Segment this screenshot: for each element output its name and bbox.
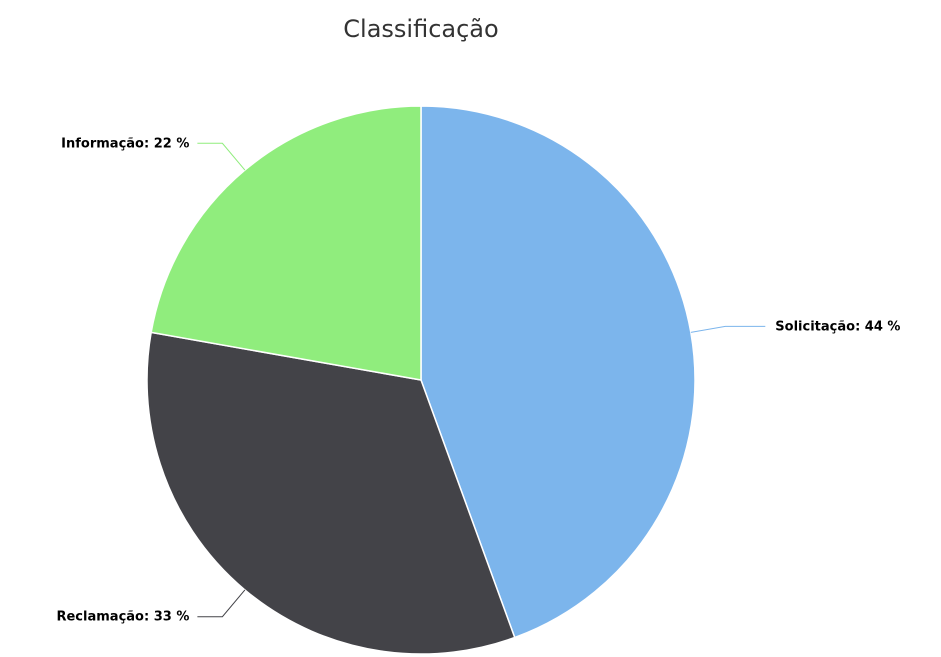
connector [197,589,246,618]
value-label: 44 % [865,319,901,334]
category-label: Informação [61,136,144,151]
separator: : [855,319,865,334]
chart-title: Classificação [343,15,498,43]
connector [690,325,766,333]
data-label: Informação: 22 % [61,136,189,151]
separator: : [144,609,154,624]
data-label: Reclamação: 33 % [56,609,189,624]
category-label: Solicitação [775,319,855,334]
category-label: Reclamação [56,609,144,624]
pie-slice [150,105,422,381]
value-label: 22 % [154,136,190,151]
separator: : [144,136,154,151]
data-label: Solicitação: 44 % [775,319,900,334]
connector [197,142,246,171]
value-label: 33 % [154,609,190,624]
